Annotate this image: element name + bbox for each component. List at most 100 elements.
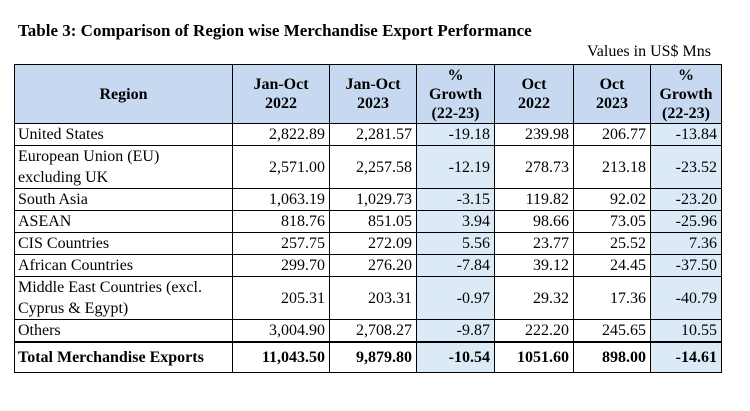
growth-jan-oct-cell: 3.94 — [416, 210, 495, 233]
region-line: Cyprus & Egypt) — [18, 300, 129, 317]
jan-oct-2023-cell: 272.09 — [329, 232, 417, 255]
header-oct-2023: Oct 2023 — [573, 64, 651, 124]
region-line: Middle East Countries (excl. — [18, 279, 202, 296]
table-row: CIS Countries 257.75 272.09 5.56 23.77 25.52 7… — [14, 232, 722, 255]
export-performance-table: Region Jan-Oct 2022 Jan-Oct 2023 % Growt… — [14, 64, 722, 373]
region-cell: South Asia — [14, 188, 233, 211]
header-line: Growth — [428, 85, 483, 103]
oct-2022-cell: 222.20 — [494, 319, 574, 343]
jan-oct-2023-cell: 276.20 — [329, 254, 417, 277]
oct-2023-cell: 73.05 — [573, 210, 651, 233]
growth-jan-oct-cell: -9.87 — [416, 319, 495, 343]
oct-2022-cell: 239.98 — [494, 123, 574, 146]
header-line: (22-23) — [431, 104, 480, 122]
growth-jan-oct-cell: -19.18 — [416, 123, 495, 146]
header-line: 2022 — [518, 95, 550, 112]
oct-2023-cell: 17.36 — [573, 276, 651, 320]
total-jan-oct-2022-cell: 11,043.50 — [232, 341, 330, 373]
jan-oct-2022-cell: 1,063.19 — [232, 188, 330, 211]
region-line: United States — [18, 126, 104, 143]
region-line: excluding UK — [18, 169, 109, 186]
header-line: (22-23) — [662, 104, 710, 122]
jan-oct-2022-cell: 205.31 — [232, 276, 330, 320]
oct-2023-cell: 92.02 — [573, 188, 651, 211]
growth-oct-cell: 10.55 — [650, 319, 722, 343]
header-line: 2023 — [596, 95, 628, 112]
table-row: Others 3,004.90 2,708.27 -9.87 222.20 245.65 1… — [14, 319, 722, 343]
header-line: Jan-Oct — [345, 76, 401, 93]
header-line: 2022 — [265, 95, 297, 112]
region-cell: CIS Countries — [14, 232, 233, 255]
header-line: % — [678, 66, 694, 84]
table-title: Table 3: Comparison of Region wise Merch… — [18, 21, 532, 40]
growth-oct-cell: -13.84 — [650, 123, 722, 146]
growth-jan-oct-cell: 5.56 — [416, 232, 495, 255]
table-row: African Countries 299.70 276.20 -7.84 39.12 2… — [14, 254, 722, 277]
oct-2023-cell: 206.77 — [573, 123, 651, 146]
table-row: European Union (EU) excluding UK 2,571.00 2… — [14, 145, 722, 189]
jan-oct-2022-cell: 257.75 — [232, 232, 330, 255]
header-oct-2022: Oct 2022 — [494, 64, 574, 124]
total-oct-2023-cell: 898.00 — [573, 341, 651, 373]
table-row: Middle East Countries (excl. Cyprus & Egy… — [14, 276, 722, 320]
jan-oct-2023-cell: 851.05 — [329, 210, 417, 233]
header-growth-jan-oct: % Growth (22-23) — [416, 64, 495, 124]
growth-oct-cell: -23.52 — [650, 145, 722, 189]
region-line: CIS Countries — [18, 235, 110, 252]
oct-2022-cell: 29.32 — [494, 276, 574, 320]
growth-jan-oct-cell: -0.97 — [416, 276, 495, 320]
header-region: Region — [14, 64, 233, 124]
table-row: United States 2,822.89 2,281.57 -19.18 239.9… — [14, 123, 722, 146]
oct-2023-cell: 24.45 — [573, 254, 651, 277]
growth-oct-cell: -23.20 — [650, 188, 722, 211]
header-line: % — [447, 66, 464, 84]
growth-oct-cell: -40.79 — [650, 276, 722, 320]
jan-oct-2023-cell: 1,029.73 — [329, 188, 417, 211]
header-line: 2023 — [357, 95, 389, 112]
jan-oct-2022-cell: 2,822.89 — [232, 123, 330, 146]
jan-oct-2022-cell: 818.76 — [232, 210, 330, 233]
growth-jan-oct-cell: -3.15 — [416, 188, 495, 211]
table-header: Region Jan-Oct 2022 Jan-Oct 2023 % Growt… — [14, 64, 722, 124]
region-cell: European Union (EU) excluding UK — [14, 145, 233, 189]
table-row: ASEAN 818.76 851.05 3.94 98.66 73.05 -25.96 — [14, 210, 722, 233]
jan-oct-2023-cell: 2,257.58 — [329, 145, 417, 189]
header-line: Growth — [659, 85, 713, 103]
total-growth-oct-cell: -14.61 — [650, 341, 722, 373]
oct-2022-cell: 119.82 — [494, 188, 574, 211]
oct-2022-cell: 98.66 — [494, 210, 574, 233]
jan-oct-2022-cell: 299.70 — [232, 254, 330, 277]
region-line: ASEAN — [18, 213, 72, 230]
header-jan-oct-2023: Jan-Oct 2023 — [329, 64, 417, 124]
region-cell: Others — [14, 319, 233, 343]
table-row: South Asia 1,063.19 1,029.73 -3.15 119.82 92.… — [14, 188, 722, 211]
oct-2022-cell: 39.12 — [494, 254, 574, 277]
jan-oct-2022-cell: 2,571.00 — [232, 145, 330, 189]
header-growth-oct: % Growth (22-23) — [650, 64, 722, 124]
region-line: European Union (EU) — [18, 148, 160, 165]
region-cell: African Countries — [14, 254, 233, 277]
region-cell: Middle East Countries (excl. Cyprus & Egy… — [14, 276, 233, 320]
oct-2023-cell: 213.18 — [573, 145, 651, 189]
oct-2022-cell: 278.73 — [494, 145, 574, 189]
header-row: Region Jan-Oct 2022 Jan-Oct 2023 % Growt… — [14, 64, 722, 124]
header-line: Oct — [599, 76, 625, 93]
header-line: Oct — [521, 76, 547, 93]
oct-2023-cell: 245.65 — [573, 319, 651, 343]
total-oct-2022-cell: 1051.60 — [494, 341, 574, 373]
region-line: African Countries — [18, 257, 134, 274]
oct-2022-cell: 23.77 — [494, 232, 574, 255]
growth-oct-cell: 7.36 — [650, 232, 722, 255]
region-cell: United States — [14, 123, 233, 146]
growth-jan-oct-cell: -7.84 — [416, 254, 495, 277]
region-line: Others — [18, 322, 61, 339]
growth-oct-cell: -25.96 — [650, 210, 722, 233]
growth-oct-cell: -37.50 — [650, 254, 722, 277]
total-jan-oct-2023-cell: 9,879.80 — [329, 341, 417, 373]
header-jan-oct-2022: Jan-Oct 2022 — [232, 64, 330, 124]
total-row: Total Merchandise Exports 11,043.50 9,87… — [14, 341, 722, 373]
jan-oct-2023-cell: 2,281.57 — [329, 123, 417, 146]
growth-jan-oct-cell: -12.19 — [416, 145, 495, 189]
total-growth-jan-oct-cell: -10.54 — [416, 341, 495, 373]
table-body: United States 2,822.89 2,281.57 -19.18 239.9… — [14, 123, 722, 373]
